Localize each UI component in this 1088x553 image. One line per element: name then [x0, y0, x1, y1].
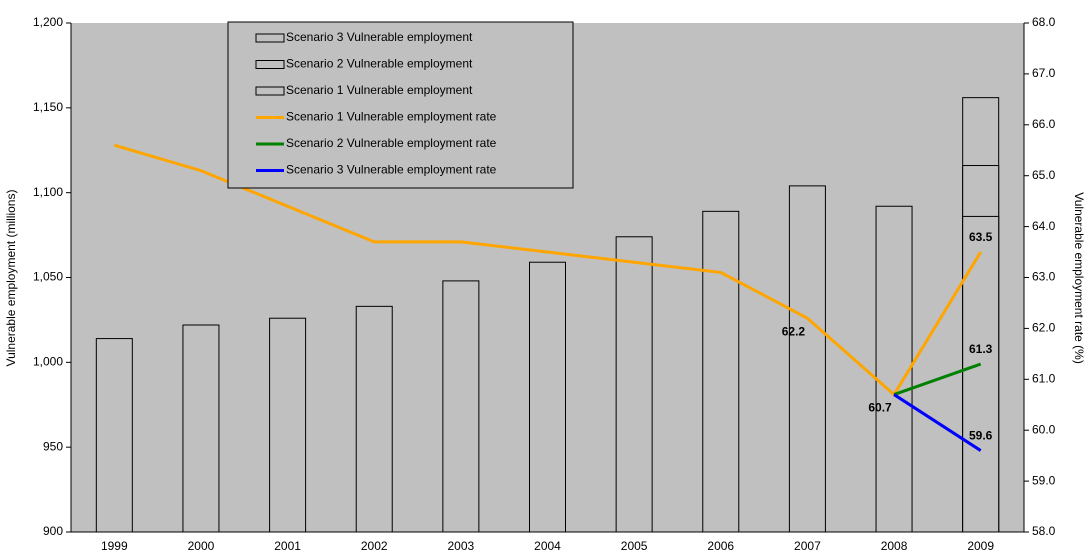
bar: [788, 185, 826, 533]
y2-tick-label: 59.0: [1032, 473, 1056, 487]
bar: [442, 280, 480, 533]
line: [893, 362, 982, 396]
x-tick-label: 2001: [274, 539, 301, 553]
legend-label: Scenario 2 Vulnerable employment rate: [286, 136, 497, 150]
bar: [182, 324, 220, 533]
bar: [615, 236, 653, 533]
y2-tick-label: 68.0: [1032, 15, 1056, 29]
bar: [269, 317, 307, 533]
y-tick-label: 1,000: [33, 355, 63, 369]
legend-swatch: [255, 60, 285, 69]
y2-tick-label: 63.0: [1032, 270, 1056, 284]
x-tick-label: 2002: [361, 539, 388, 553]
x-tick-label: 2008: [881, 539, 908, 553]
bar: [355, 305, 393, 533]
bar: [702, 210, 740, 533]
y-tick-label: 1,150: [33, 100, 63, 114]
legend-label: Scenario 2 Vulnerable employment: [286, 57, 473, 71]
bar: [962, 215, 1000, 533]
y2-tick-label: 60.0: [1032, 422, 1056, 436]
y2-tick-label: 62.0: [1032, 321, 1056, 335]
y2-tick-label: 58.0: [1032, 524, 1056, 538]
x-tick-label: 2004: [534, 539, 561, 553]
line: [893, 393, 982, 452]
y2-tick-label: 65.0: [1032, 168, 1056, 182]
line: [113, 143, 982, 397]
data-label: 60.7: [868, 401, 892, 415]
legend-swatch: [255, 33, 285, 43]
data-label: 61.3: [969, 342, 993, 356]
y-tick-label: 950: [43, 439, 63, 453]
bar: [875, 205, 913, 533]
y-tick-label: 1,100: [33, 185, 63, 199]
y-tick-label: 900: [43, 524, 63, 538]
y2-axis-title: Vulnerable employment rate (%): [1072, 192, 1086, 364]
legend-label: Scenario 1 Vulnerable employment: [286, 83, 473, 97]
y-tick-label: 1,200: [33, 15, 63, 29]
x-tick-label: 2000: [188, 539, 215, 553]
x-tick-label: 1999: [101, 539, 128, 553]
y-tick-label: 1,050: [33, 270, 63, 284]
legend-box: [227, 21, 574, 189]
x-tick-label: 2003: [448, 539, 475, 553]
y2-tick-label: 66.0: [1032, 117, 1056, 131]
x-tick-label: 2006: [707, 539, 734, 553]
y2-tick-label: 67.0: [1032, 66, 1056, 80]
data-label: 62.2: [782, 324, 806, 338]
y2-tick-label: 64.0: [1032, 219, 1056, 233]
bar: [529, 261, 566, 533]
data-label: 63.5: [969, 230, 993, 244]
x-tick-label: 2009: [967, 539, 994, 553]
bar: [95, 338, 133, 533]
legend-label: Scenario 1 Vulnerable employment rate: [286, 110, 497, 124]
y2-tick-label: 61.0: [1032, 371, 1056, 385]
legend-label: Scenario 3 Vulnerable employment rate: [286, 163, 497, 177]
x-tick-label: 2007: [794, 539, 821, 553]
data-label: 59.6: [969, 429, 993, 443]
legend-label: Scenario 3 Vulnerable employment: [286, 30, 473, 44]
legend-swatch: [255, 86, 285, 96]
y-axis-title: Vulnerable employment (millions): [4, 190, 18, 367]
x-tick-label: 2005: [621, 539, 648, 553]
